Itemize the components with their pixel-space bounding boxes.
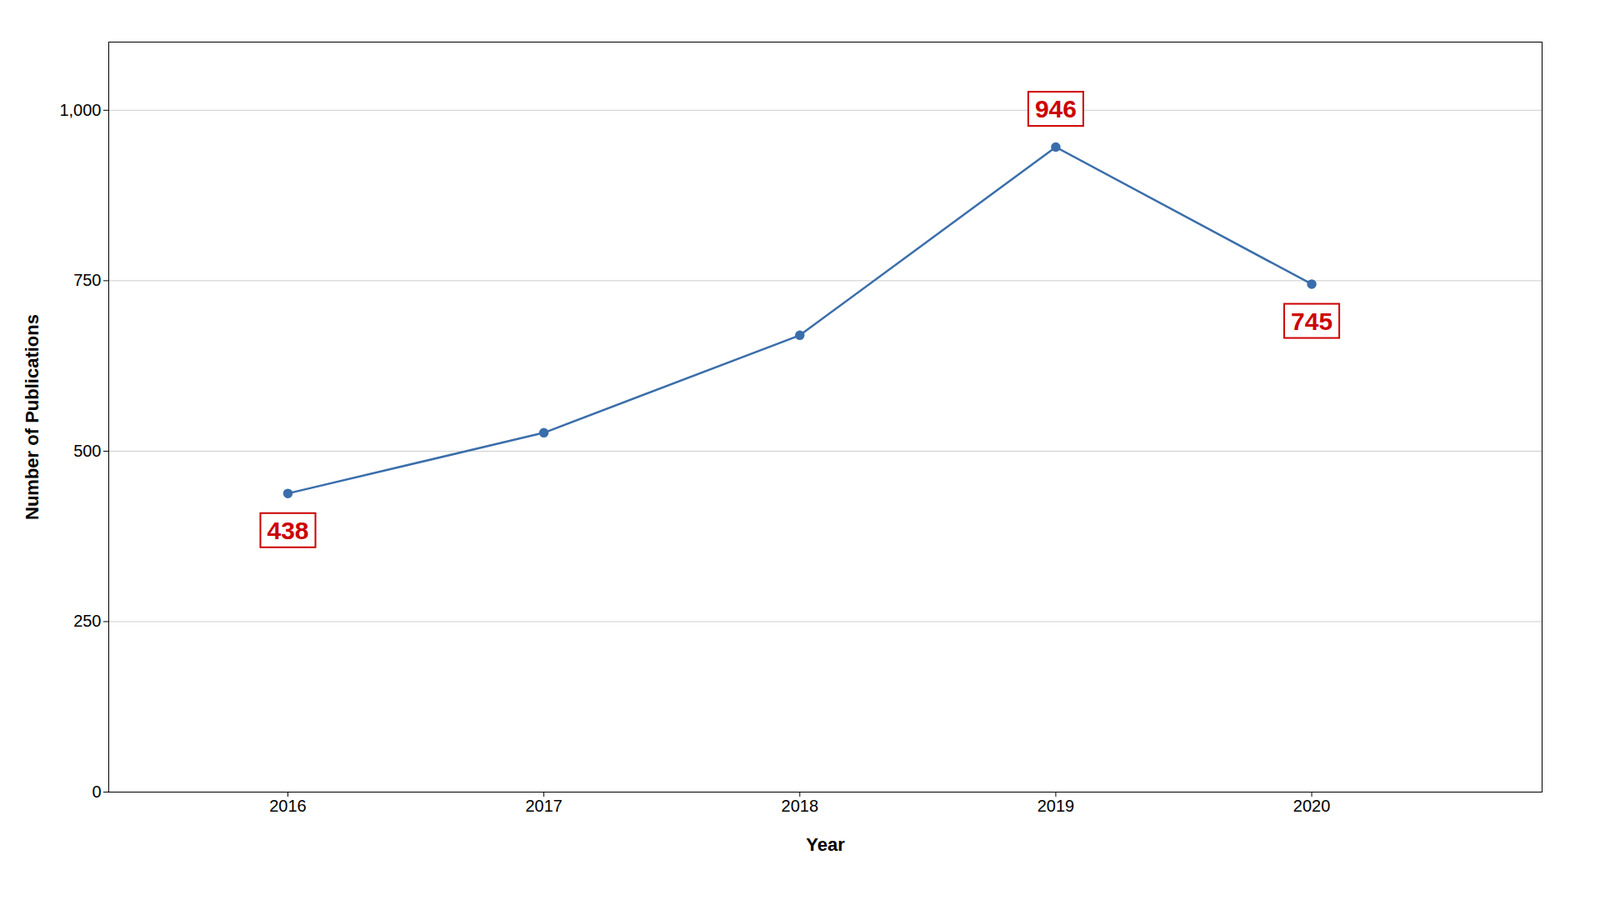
svg-text:2019: 2019 bbox=[1037, 796, 1075, 815]
svg-text:0: 0 bbox=[91, 782, 101, 801]
svg-text:438: 438 bbox=[266, 516, 309, 545]
svg-text:2018: 2018 bbox=[781, 796, 820, 815]
svg-text:Number of Publications: Number of Publications bbox=[21, 314, 43, 520]
svg-text:2020: 2020 bbox=[1293, 796, 1331, 815]
svg-text:750: 750 bbox=[73, 270, 101, 290]
svg-text:Year: Year bbox=[805, 834, 845, 855]
svg-text:745: 745 bbox=[1290, 307, 1333, 335]
svg-text:250: 250 bbox=[73, 611, 101, 630]
svg-text:1,000: 1,000 bbox=[59, 100, 101, 120]
svg-text:2016: 2016 bbox=[269, 796, 307, 815]
svg-text:500: 500 bbox=[73, 441, 101, 460]
svg-text:2017: 2017 bbox=[525, 796, 563, 815]
svg-text:946: 946 bbox=[1035, 95, 1077, 123]
